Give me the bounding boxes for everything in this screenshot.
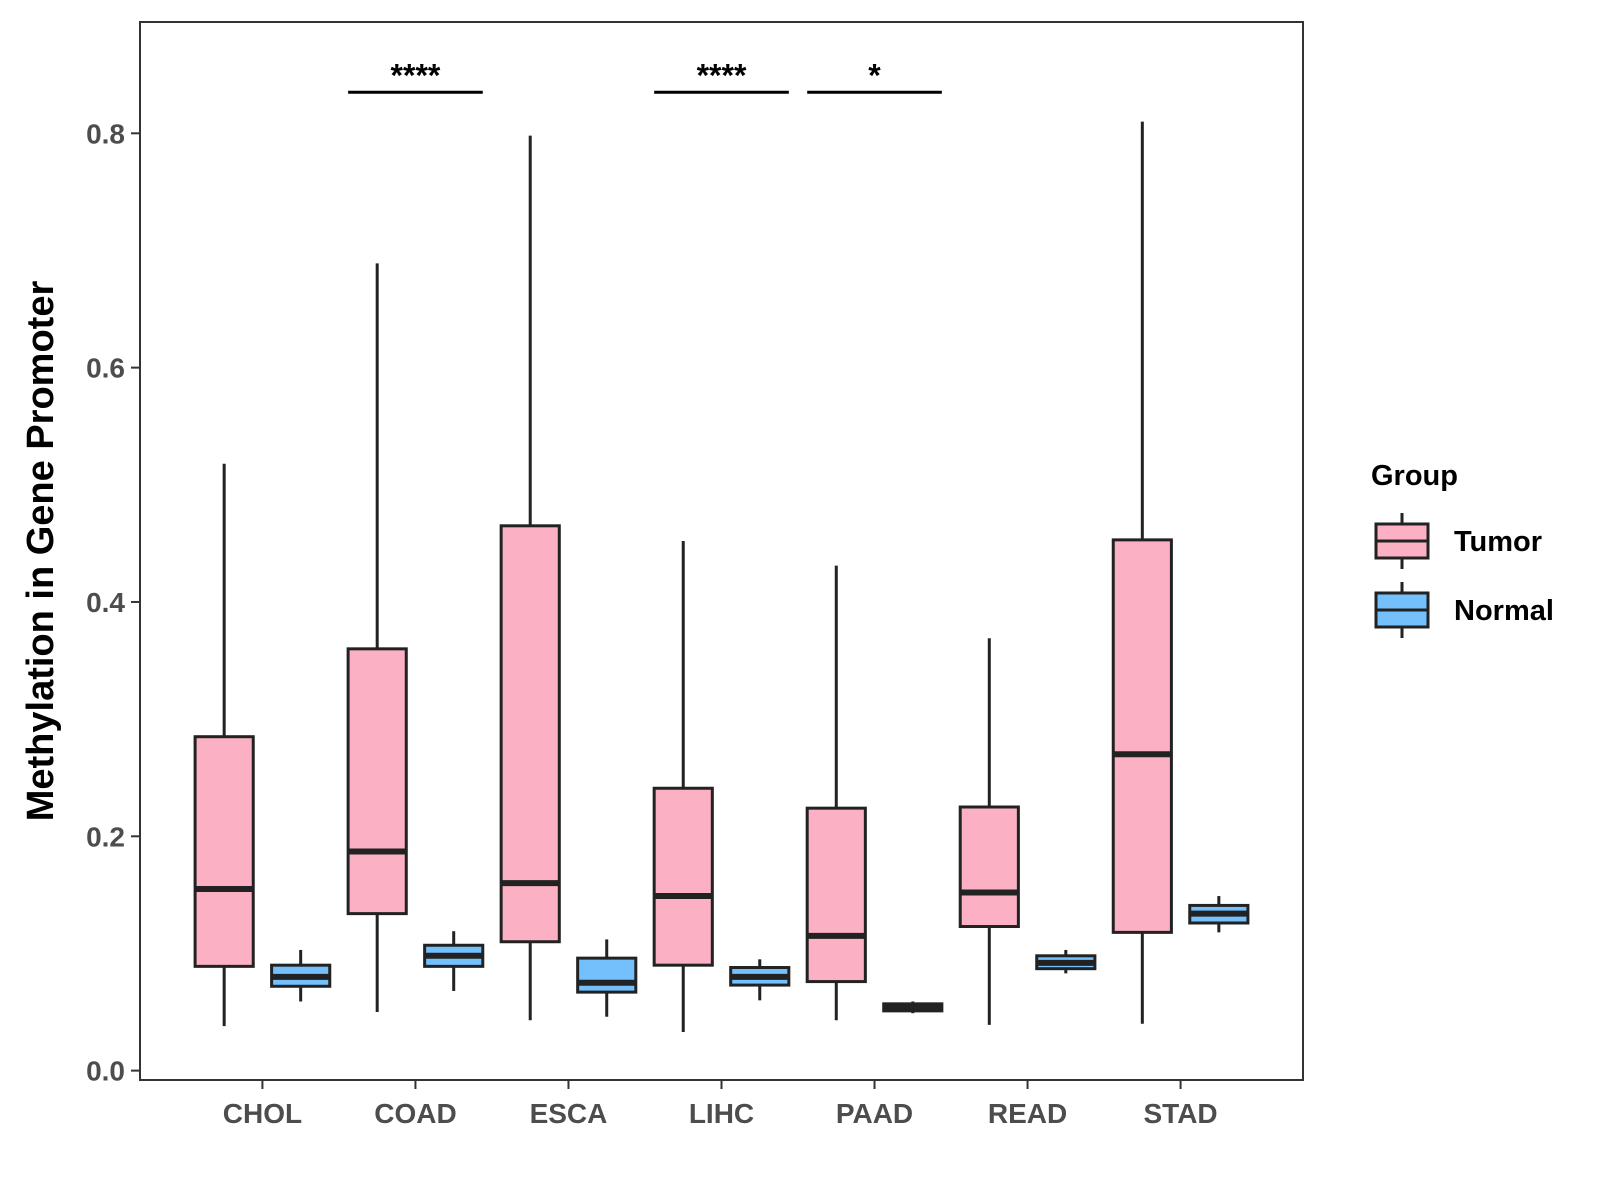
y-tick-label: 0.4 xyxy=(86,587,125,618)
significance-label-paad: * xyxy=(868,57,881,93)
legend-item-normal: Normal xyxy=(1374,582,1554,638)
legend-item-tumor: Tumor xyxy=(1374,513,1542,569)
x-tick-label: STAD xyxy=(1144,1098,1218,1129)
y-tick-label: 0.6 xyxy=(86,353,125,384)
box-body xyxy=(1111,538,1173,934)
x-tick-label: ESCA xyxy=(530,1098,608,1129)
y-tick-label: 0.0 xyxy=(86,1056,125,1087)
legend-label-normal: Normal xyxy=(1454,595,1554,627)
box-normal-lihc xyxy=(729,959,791,1001)
box-tumor-paad xyxy=(805,565,867,1021)
plot-panel xyxy=(139,21,1304,1081)
box-tumor-stad xyxy=(1111,121,1173,1024)
x-axis: CHOL COAD ESCA LIHC PAAD READ STAD xyxy=(223,1080,1218,1129)
box-body xyxy=(193,735,255,968)
x-tick-label: PAAD xyxy=(836,1098,913,1129)
box-body xyxy=(346,647,408,916)
y-axis: 0.0 0.2 0.4 0.6 0.8 xyxy=(86,118,140,1087)
legend-label-tumor: Tumor xyxy=(1454,526,1542,558)
significance-label-coad: **** xyxy=(391,57,441,93)
y-tick-label: 0.8 xyxy=(86,118,125,149)
box-normal-esca xyxy=(576,939,638,1017)
x-tick-label: COAD xyxy=(374,1098,456,1129)
legend: Group Tumor Normal xyxy=(1371,460,1554,638)
box-normal-chol xyxy=(270,949,332,1002)
x-tick-label: READ xyxy=(988,1098,1067,1129)
box-tumor-lihc xyxy=(652,541,714,1032)
box-normal-paad xyxy=(882,1001,944,1014)
box-body xyxy=(958,805,1020,929)
box-body xyxy=(805,806,867,984)
x-tick-label: CHOL xyxy=(223,1098,302,1129)
x-tick-label: LIHC xyxy=(689,1098,754,1129)
box-body xyxy=(576,956,638,994)
significance-label-lihc: **** xyxy=(697,57,747,93)
significance-annotations: **** **** * xyxy=(348,57,942,94)
box-body xyxy=(499,524,561,944)
box-tumor-esca xyxy=(499,135,561,1021)
box-body xyxy=(652,786,714,967)
box-tumor-coad xyxy=(346,263,408,1013)
y-tick-label: 0.2 xyxy=(86,821,125,852)
box-tumor-chol xyxy=(193,463,255,1027)
legend-title: Group xyxy=(1371,460,1458,492)
box-tumor-read xyxy=(958,638,1020,1025)
box-normal-read xyxy=(1035,949,1097,974)
box-series xyxy=(193,121,1250,1032)
y-axis-title: Methylation in Gene Promoter xyxy=(20,281,62,822)
box-normal-stad xyxy=(1188,896,1250,933)
box-normal-coad xyxy=(423,931,485,991)
